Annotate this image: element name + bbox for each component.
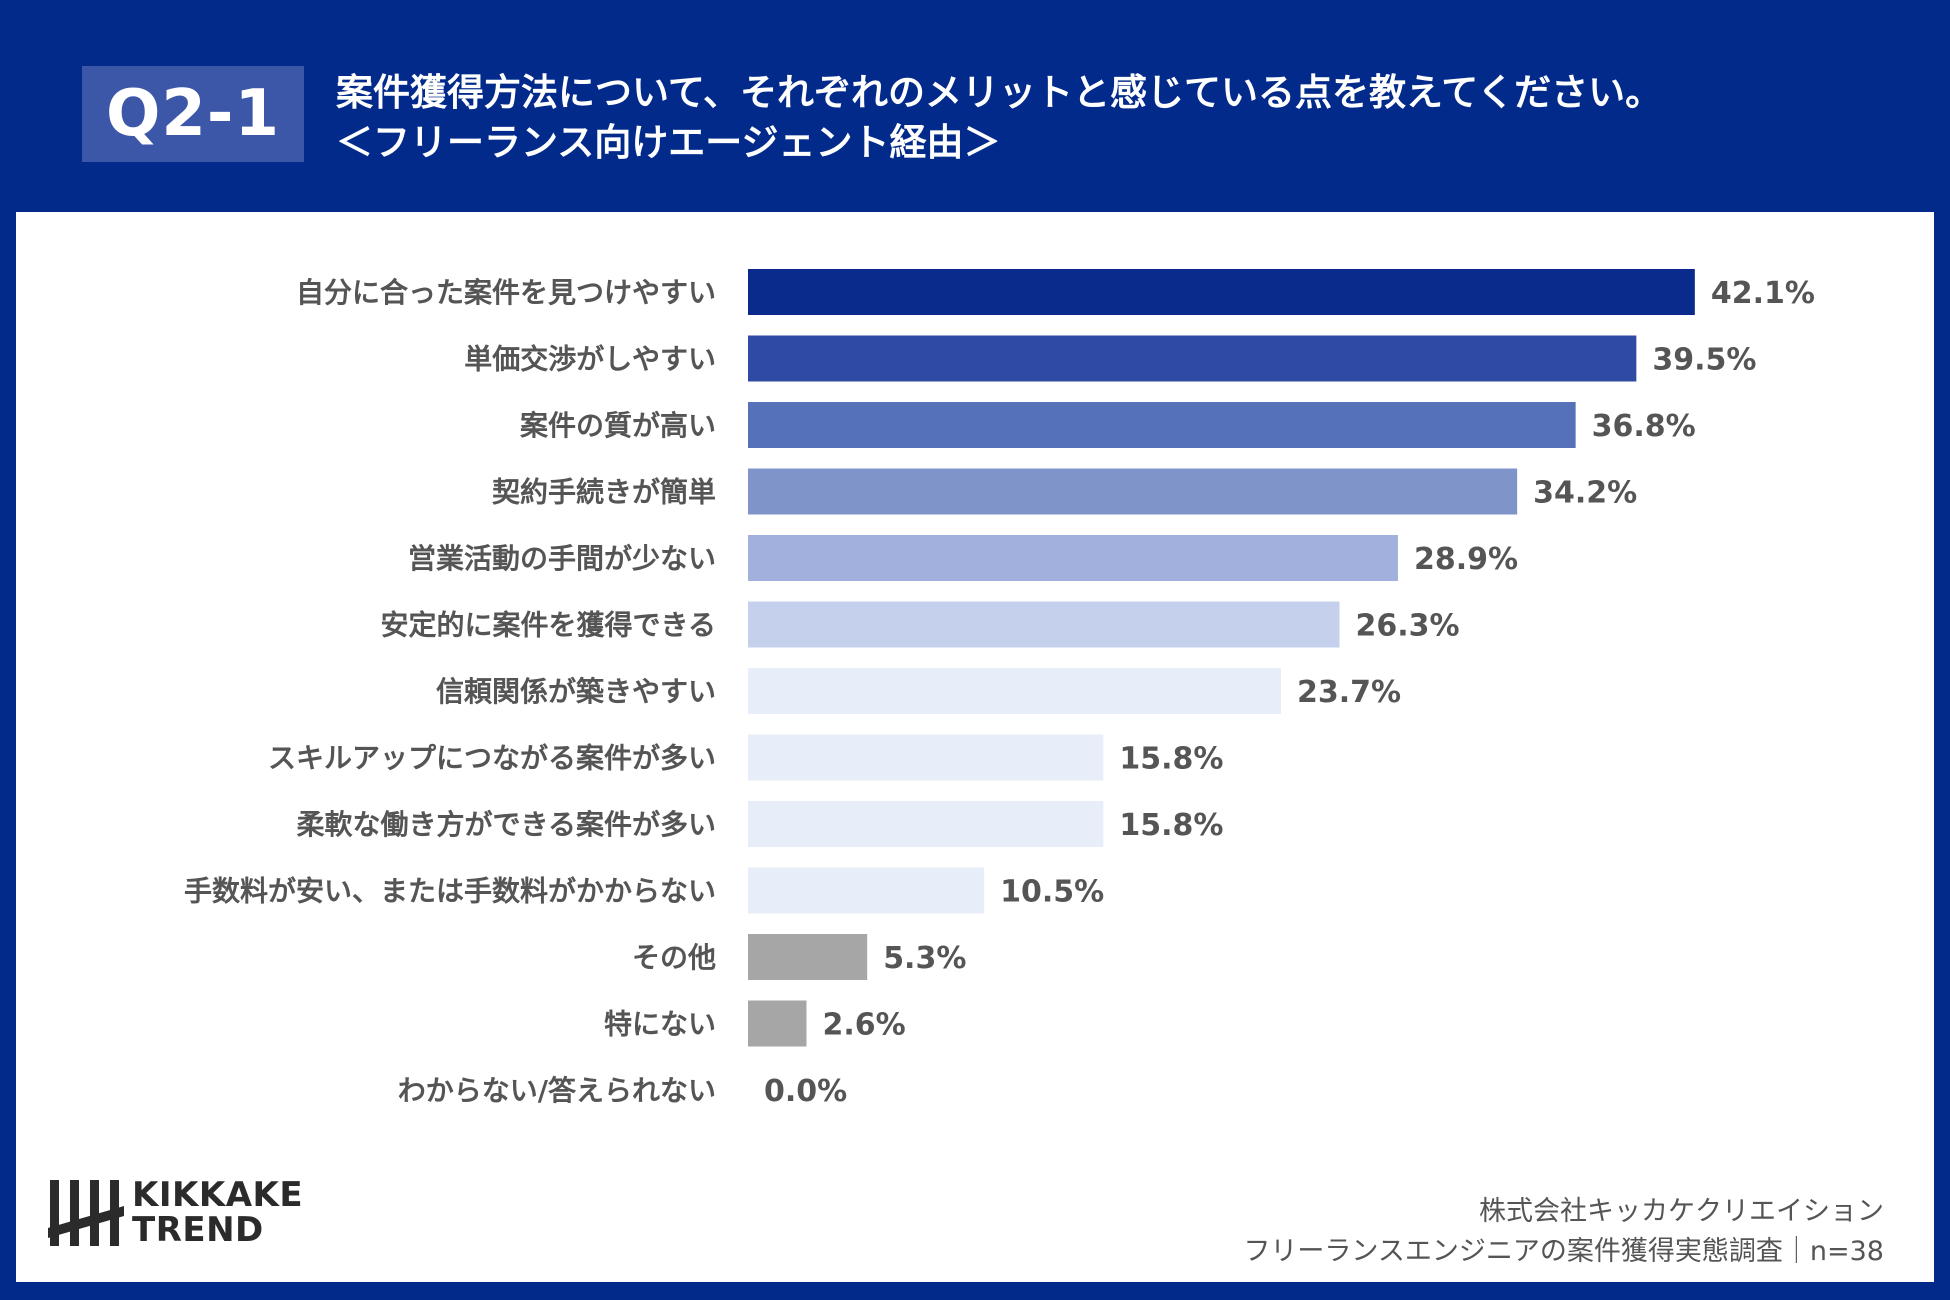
bar-row: スキルアップにつながる案件が多い 15.8% <box>268 734 1223 781</box>
logo-line2: TREND <box>132 1210 264 1250</box>
bar <box>748 1000 807 1047</box>
bar-row: その他 5.3% <box>632 934 966 980</box>
value-label: 23.7% <box>1297 675 1401 710</box>
value-label: 42.1% <box>1711 276 1815 311</box>
bar-row: 手数料が安い、または手数料がかからない 10.5% <box>184 867 1104 914</box>
bar <box>748 601 1340 648</box>
value-label: 0.0% <box>764 1074 847 1109</box>
question-badge: Q2-1 <box>82 66 304 162</box>
bar-row: 信頼関係が築きやすい 23.7% <box>436 668 1401 714</box>
header: Q2-1 案件獲得方法について、それぞれのメリットと感じている点を教えてください… <box>0 0 1950 210</box>
bar-row: 安定的に案件を獲得できる 26.3% <box>381 601 1460 648</box>
bar <box>748 468 1518 515</box>
category-label: スキルアップにつながる案件が多い <box>268 742 716 775</box>
bar <box>748 734 1104 781</box>
value-label: 39.5% <box>1652 343 1756 378</box>
value-label: 5.3% <box>883 941 966 976</box>
category-label: わからない/答えられない <box>398 1074 716 1107</box>
value-label: 15.8% <box>1119 808 1223 843</box>
value-label: 10.5% <box>1000 875 1104 910</box>
value-label: 15.8% <box>1119 742 1223 777</box>
chart-panel: 自分に合った案件を見つけやすい 42.1% 単価交渉がしやすい 39.5% 案件の質が高… <box>16 212 1934 1282</box>
value-label: 34.2% <box>1533 476 1637 511</box>
logo-line1: KIKKAKE <box>132 1175 304 1215</box>
category-label: 安定的に案件を獲得できる <box>381 609 716 642</box>
category-label: 単価交渉がしやすい <box>464 343 716 376</box>
category-label: 手数料が安い、または手数料がかからない <box>184 875 716 908</box>
category-label: 営業活動の手間が少ない <box>408 542 716 575</box>
bar-row: 案件の質が高い 36.8% <box>520 402 1696 448</box>
bar <box>748 867 985 914</box>
bar-row: 単価交渉がしやすい 39.5% <box>464 335 1756 382</box>
value-label: 28.9% <box>1414 542 1518 577</box>
source-company: 株式会社キッカケクリエイション <box>1479 1196 1884 1227</box>
category-label: 柔軟な働き方ができる案件が多い <box>297 808 716 841</box>
bar-row: 営業活動の手間が少ない 28.9% <box>408 535 1518 581</box>
value-label: 2.6% <box>822 1008 905 1043</box>
category-label: その他 <box>632 941 716 974</box>
bar <box>748 269 1695 315</box>
bar-row: 契約手続きが簡単 34.2% <box>492 468 1637 515</box>
bar-chart: 自分に合った案件を見つけやすい 42.1% 単価交渉がしやすい 39.5% 案件の質が高… <box>184 269 1815 1109</box>
category-label: 特にない <box>604 1008 716 1041</box>
logo-text: KIKKAKE TREND <box>132 1178 303 1248</box>
value-label: 36.8% <box>1592 409 1696 444</box>
category-label: 案件の質が高い <box>520 409 716 442</box>
bar-row: 自分に合った案件を見つけやすい 42.1% <box>296 269 1815 315</box>
category-label: 契約手続きが簡単 <box>492 476 716 509</box>
source-note: 株式会社キッカケクリエイション フリーランスエンジニアの案件獲得実態調査｜n=3… <box>1243 1192 1884 1272</box>
bar-row: 特にない 2.6% <box>604 1000 906 1047</box>
bar <box>748 535 1398 581</box>
logo-mark-icon <box>48 1180 124 1246</box>
value-label: 26.3% <box>1355 609 1459 644</box>
bar <box>748 402 1576 448</box>
bar <box>748 668 1282 714</box>
question-title-line2: ＜フリーランス向けエージェント経由＞ <box>336 121 1001 164</box>
question-title-line1: 案件獲得方法について、それぞれのメリットと感じている点を教えてください。 <box>336 71 1663 114</box>
category-label: 自分に合った案件を見つけやすい <box>296 276 716 309</box>
bar-row: わからない/答えられない 0.0% <box>398 1074 847 1109</box>
question-title: 案件獲得方法について、それぞれのメリットと感じている点を教えてください。 ＜フリ… <box>336 68 1896 168</box>
bar <box>748 801 1104 847</box>
category-label: 信頼関係が築きやすい <box>436 675 716 708</box>
kikkake-trend-logo: KIKKAKE TREND <box>48 1178 308 1252</box>
bar <box>748 335 1637 382</box>
bar <box>748 934 868 980</box>
source-survey: フリーランスエンジニアの案件獲得実態調査｜n=38 <box>1243 1236 1884 1267</box>
bar-row: 柔軟な働き方ができる案件が多い 15.8% <box>297 801 1223 847</box>
